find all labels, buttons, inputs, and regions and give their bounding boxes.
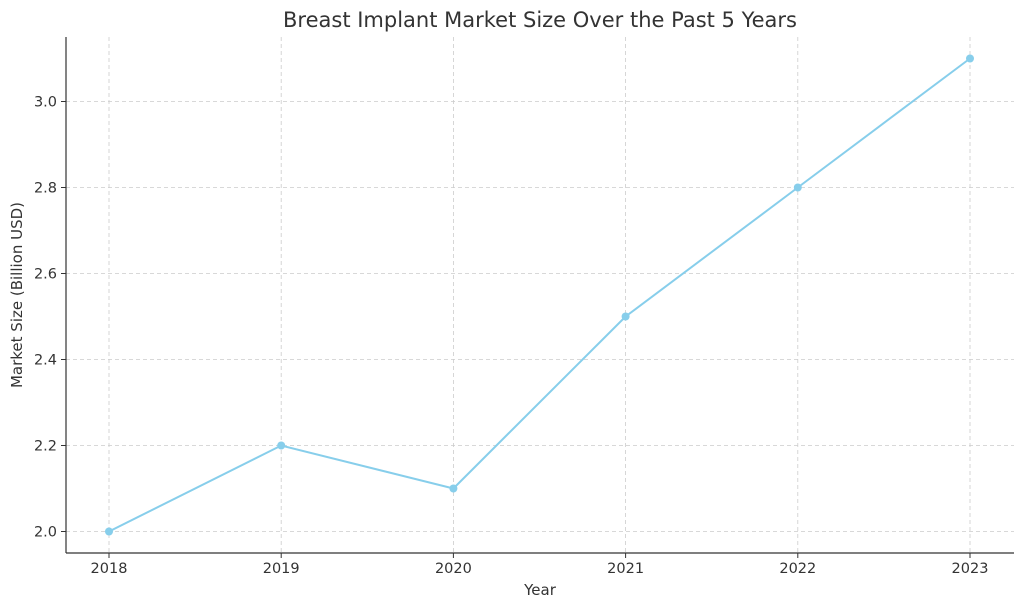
data-point (449, 484, 458, 493)
series (105, 54, 974, 536)
series-line (108, 57, 971, 533)
y-tick-label: 2.6 (34, 267, 57, 283)
y-axis-label: Market Size (Billion USD) (8, 202, 26, 388)
y-tick-label: 2.4 (34, 353, 57, 369)
axes (65, 37, 1014, 554)
grid (66, 37, 1014, 553)
x-tick-label: 2021 (607, 561, 644, 577)
data-point (621, 312, 630, 321)
data-point (793, 183, 802, 192)
x-axis-label: Year (523, 581, 557, 599)
data-point (105, 527, 113, 536)
data-point (277, 441, 286, 450)
x-tick-label: 2018 (91, 561, 128, 577)
x-tick-label: 2019 (263, 561, 300, 577)
data-point (966, 54, 974, 63)
chart-title: Breast Implant Market Size Over the Past… (283, 8, 797, 32)
x-tick-label: 2022 (779, 561, 816, 577)
x-tick-label: 2023 (952, 561, 989, 577)
y-tick-label: 2.2 (34, 439, 57, 455)
y-tick-label: 2.0 (34, 525, 57, 541)
ticks: 2018 2019 2020 2021 2022 2023 2.0 2.2 2.4 2.6 2.8 3… (34, 95, 989, 578)
x-tick-label: 2020 (435, 561, 472, 577)
y-tick-label: 3.0 (34, 95, 57, 111)
y-tick-label: 2.8 (34, 181, 57, 197)
